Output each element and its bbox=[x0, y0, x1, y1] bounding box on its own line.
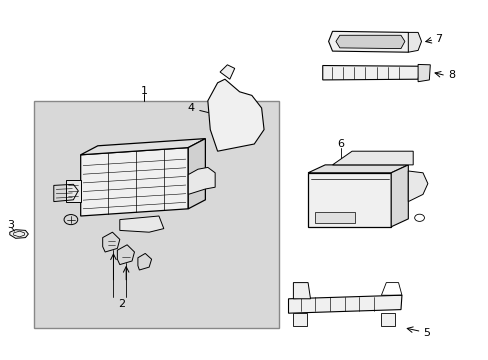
Polygon shape bbox=[390, 165, 407, 227]
Polygon shape bbox=[335, 35, 404, 49]
Bar bbox=[34, 101, 278, 328]
Polygon shape bbox=[188, 139, 205, 209]
Polygon shape bbox=[10, 230, 28, 238]
Text: 4: 4 bbox=[187, 103, 194, 113]
Polygon shape bbox=[81, 148, 188, 216]
Polygon shape bbox=[207, 79, 264, 151]
Polygon shape bbox=[407, 32, 421, 52]
Polygon shape bbox=[307, 165, 407, 173]
Text: 6: 6 bbox=[337, 139, 344, 149]
Text: 8: 8 bbox=[447, 70, 454, 80]
Polygon shape bbox=[120, 216, 163, 232]
Polygon shape bbox=[288, 295, 401, 313]
Polygon shape bbox=[381, 313, 394, 326]
Bar bbox=[315, 212, 354, 223]
Polygon shape bbox=[322, 66, 420, 80]
Text: 2: 2 bbox=[118, 299, 124, 309]
Polygon shape bbox=[407, 171, 427, 202]
Polygon shape bbox=[417, 64, 429, 82]
Polygon shape bbox=[328, 31, 412, 52]
Polygon shape bbox=[81, 139, 205, 155]
Text: 1: 1 bbox=[141, 86, 147, 96]
Polygon shape bbox=[66, 180, 81, 202]
Text: 5: 5 bbox=[422, 328, 429, 338]
Text: 3: 3 bbox=[7, 220, 14, 230]
Polygon shape bbox=[307, 173, 390, 227]
Polygon shape bbox=[332, 151, 412, 165]
Text: 7: 7 bbox=[435, 33, 442, 44]
Polygon shape bbox=[293, 283, 310, 299]
Polygon shape bbox=[293, 313, 306, 326]
Polygon shape bbox=[188, 167, 215, 194]
Polygon shape bbox=[220, 65, 234, 79]
